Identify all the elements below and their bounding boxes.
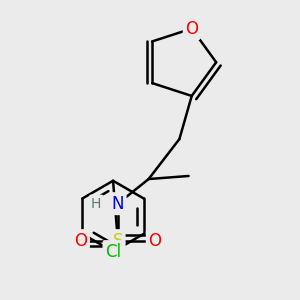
Text: O: O: [148, 232, 161, 250]
Text: N: N: [112, 195, 124, 213]
Text: O: O: [185, 20, 198, 38]
Text: Cl: Cl: [105, 243, 121, 261]
Text: S: S: [112, 232, 123, 250]
Text: H: H: [91, 197, 101, 211]
Text: O: O: [74, 232, 87, 250]
